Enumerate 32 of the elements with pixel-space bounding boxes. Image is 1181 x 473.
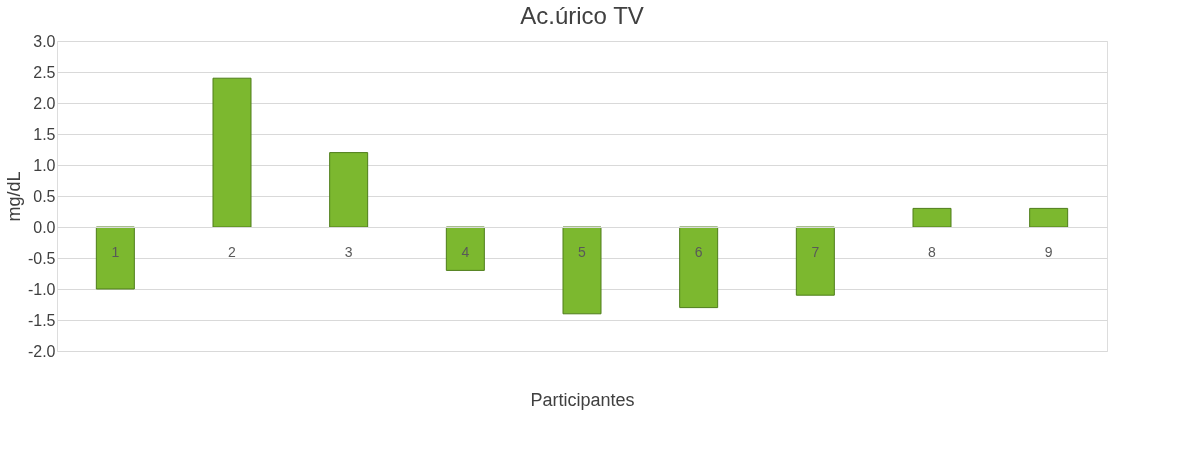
y-tick-label: 3.0 bbox=[33, 32, 56, 50]
bar bbox=[212, 77, 252, 228]
y-tick-label: 0.0 bbox=[33, 218, 56, 236]
x-axis-title: Participantes bbox=[530, 389, 635, 410]
bar bbox=[329, 152, 369, 228]
bar bbox=[912, 207, 952, 228]
x-tick-label: 6 bbox=[694, 243, 703, 260]
y-tick-label: -1.5 bbox=[27, 311, 56, 329]
x-tick-label: 3 bbox=[344, 243, 353, 260]
y-tick-label: 1.0 bbox=[33, 156, 56, 174]
bar bbox=[445, 226, 485, 271]
y-tick-label: -1.0 bbox=[27, 280, 56, 298]
bar bbox=[1029, 207, 1069, 228]
y-axis-title: mg/dL bbox=[3, 171, 24, 222]
x-tick-label: 2 bbox=[228, 243, 237, 260]
y-tick-label: 2.5 bbox=[33, 63, 56, 81]
bar bbox=[795, 226, 835, 296]
y-tick-label: -0.5 bbox=[27, 249, 56, 267]
y-tick-label: 1.5 bbox=[33, 125, 56, 143]
x-tick-label: 5 bbox=[578, 243, 587, 260]
x-tick-label: 9 bbox=[1044, 243, 1053, 260]
y-tick-label: 0.5 bbox=[33, 187, 56, 205]
x-tick-label: 8 bbox=[928, 243, 937, 260]
bar bbox=[95, 226, 135, 290]
chart-title: Ac.úrico TV bbox=[520, 2, 644, 29]
x-tick-label: 4 bbox=[461, 243, 470, 260]
bar bbox=[679, 226, 719, 309]
y-tick-label: 2.0 bbox=[33, 94, 56, 112]
y-tick-label: -2.0 bbox=[27, 342, 56, 360]
x-tick-label: 7 bbox=[811, 243, 820, 260]
x-tick-label: 1 bbox=[111, 243, 120, 260]
bar bbox=[562, 226, 602, 315]
